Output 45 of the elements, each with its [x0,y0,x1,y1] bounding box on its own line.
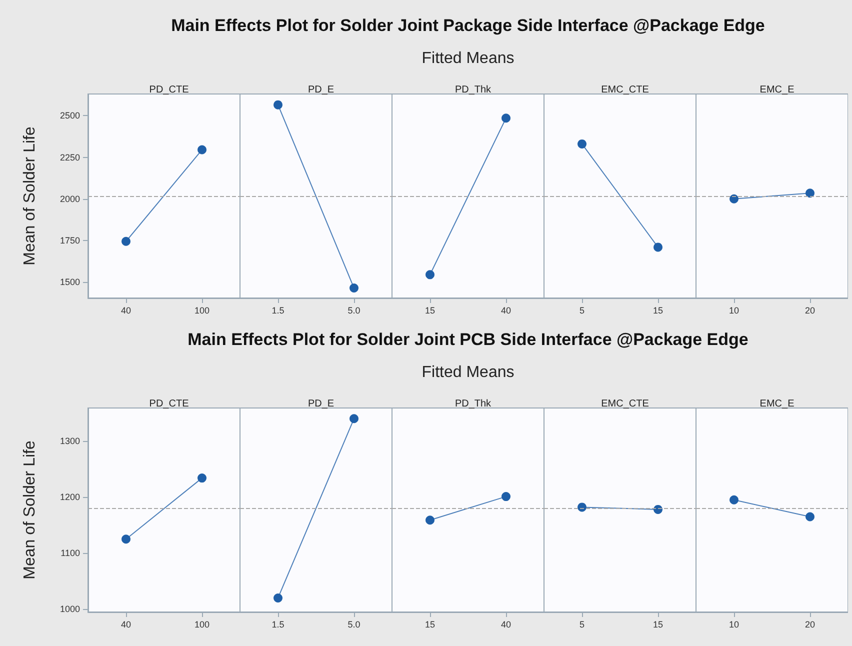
x-axis-title: PD_Thk [454,398,492,410]
y-tick-label: 2000 [60,194,80,204]
x-tick-label: 15 [652,620,664,630]
y-axis-title: Mean of Solder Life [22,440,38,580]
x-tick-label: 100 [194,306,210,316]
y-axis-title: Mean of Solder Life [22,126,38,266]
y-tick-label: 2500 [60,110,80,121]
chart-title: Main Effects Plot for Solder Joint Package Side Interface @Package Edge [170,16,766,36]
y-tick-label: 1500 [60,277,80,288]
x-axis-title: EMC_E [760,398,795,410]
y-tick-label: 1200 [60,492,80,502]
y-tick-label: 1750 [60,236,80,246]
x-tick-label: 40 [120,306,132,316]
y-tick-label: 2250 [60,152,80,162]
chart-title: Main Effects Plot for Solder Joint PCB Side Interface @Package Edge [186,330,750,350]
x-tick-label: 40 [120,620,132,630]
x-axis-title: PD_E [308,84,334,96]
x-axis-title: PD_Thk [454,84,492,96]
x-tick-label: 40 [500,306,512,316]
x-tick-label: 5.0 [348,620,360,630]
y-tick-label: 1000 [60,604,80,614]
chart-subtitle: Fitted Means [420,50,516,68]
x-tick-label: 40 [500,620,512,630]
x-tick-label: 5 [579,306,585,316]
x-axis-title: EMC_CTE [601,84,650,96]
x-tick-label: 10 [728,306,740,316]
x-tick-label: 15 [424,620,436,630]
x-tick-label: 15 [424,306,436,316]
x-tick-label: 5 [579,620,585,630]
x-tick-label: 100 [194,620,210,630]
x-axis-title: PD_E [308,398,334,410]
x-tick-label: 5.0 [348,306,360,316]
x-tick-label: 1.5 [272,620,284,630]
x-axis-title: PD_CTE [149,84,190,96]
x-axis-title: PD_CTE [149,398,190,410]
x-axis-title: EMC_E [760,84,795,96]
y-tick-label: 1300 [60,436,80,446]
y-tick-label: 1100 [60,548,80,558]
x-tick-label: 20 [804,306,816,316]
chart-subtitle: Fitted Means [420,364,516,382]
x-tick-label: 20 [804,620,816,630]
x-tick-label: 15 [652,306,664,316]
x-tick-label: 1.5 [272,306,284,316]
x-tick-label: 10 [728,620,740,630]
x-axis-title: EMC_CTE [601,398,650,410]
